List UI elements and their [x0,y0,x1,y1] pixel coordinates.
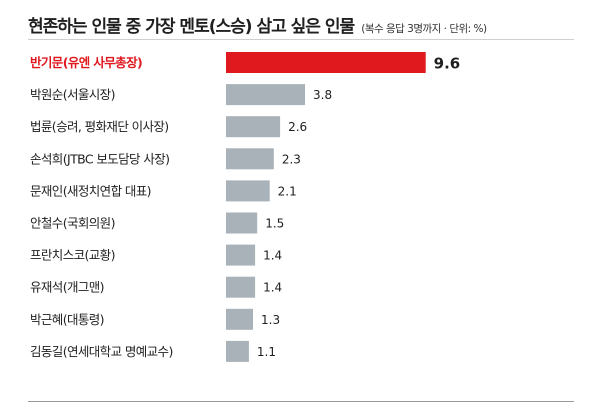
value-label: 2.3 [282,152,301,166]
value-label: 9.6 [434,55,461,73]
category-label: 박원순(서울시장) [30,87,115,102]
bar-row: 박근혜(대통령) 1.3 [30,308,280,330]
bar-row: 손석희(JTBC 보도담당 사장) 2.3 [30,148,301,170]
value-label: 1.5 [265,217,284,231]
bar [226,244,256,266]
category-label: 문재인(새정치연합 대표) [30,183,151,198]
bar [226,52,426,73]
bar-row: 문재인(새정치연합 대표) 2.1 [30,180,297,202]
bottom-divider [28,401,574,402]
bar-row: 법륜(승려, 평화재단 이사장) 2.6 [30,116,307,138]
category-label: 손석희(JTBC 보도담당 사장) [30,151,169,166]
value-label: 1.1 [257,345,276,359]
value-label: 1.3 [261,313,280,327]
bar [226,308,253,330]
bar-row: 박원순(서울시장) 3.8 [30,84,332,106]
category-label: 박근혜(대통령) [30,312,104,327]
category-label: 프란치스코(교황) [30,248,115,263]
category-label: 유재석(개그맨) [30,280,104,295]
bar [226,212,258,234]
chart-title: 현존하는 인물 중 가장 멘토(스승) 삼고 싶은 인물 [28,17,355,37]
category-label: 안철수(국회의원) [30,216,115,231]
bar-row: 유재석(개그맨) 1.4 [30,276,282,298]
category-label: 반기문(유엔 사무총장) [30,55,142,70]
title-divider [28,39,574,40]
category-label: 김동길(연세대학교 명예교수) [30,344,173,359]
bar [226,276,256,298]
value-label: 1.4 [263,281,282,295]
chart-subtitle: (복수 응답 3명까지 · 단위: %) [361,23,487,35]
bar [226,148,274,170]
bar-row: 김동길(연세대학교 명예교수) 1.1 [30,340,276,362]
value-label: 2.1 [278,184,297,198]
value-label: 3.8 [313,88,332,102]
bar [226,116,281,138]
bar [226,340,249,362]
category-label: 법륜(승려, 평화재단 이사장) [30,119,169,134]
chart-title-block: 현존하는 인물 중 가장 멘토(스승) 삼고 싶은 인물 (복수 응답 3명까지… [28,12,487,37]
bar [226,180,270,202]
value-label: 1.4 [263,249,282,263]
bar [226,84,305,106]
bar-row: 프란치스코(교황) 1.4 [30,244,282,266]
bar-row: 안철수(국회의원) 1.5 [30,212,284,234]
value-label: 2.6 [288,120,307,134]
bar-row: 반기문(유엔 사무총장) 9.6 [30,52,460,73]
